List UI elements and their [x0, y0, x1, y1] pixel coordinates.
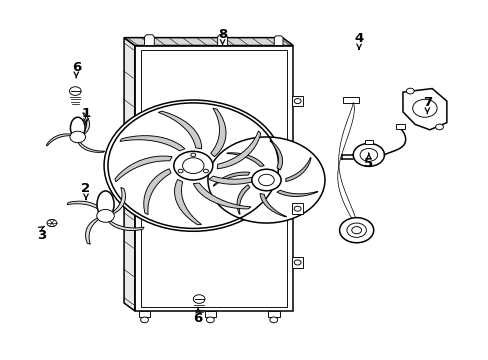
Circle shape — [294, 260, 301, 265]
Circle shape — [178, 169, 183, 173]
Polygon shape — [260, 194, 286, 217]
Polygon shape — [210, 108, 225, 157]
Polygon shape — [276, 190, 317, 197]
Circle shape — [203, 169, 208, 173]
Polygon shape — [143, 169, 171, 215]
Polygon shape — [292, 257, 303, 268]
Bar — [364, 140, 372, 144]
Circle shape — [47, 220, 57, 226]
Circle shape — [339, 218, 373, 243]
Polygon shape — [107, 220, 144, 230]
Polygon shape — [139, 311, 150, 318]
Circle shape — [193, 295, 204, 303]
Circle shape — [351, 226, 361, 234]
Circle shape — [206, 317, 214, 323]
Circle shape — [352, 143, 384, 166]
Circle shape — [70, 131, 85, 143]
Circle shape — [97, 210, 114, 222]
Polygon shape — [292, 96, 303, 107]
Polygon shape — [217, 131, 260, 169]
Polygon shape — [144, 35, 154, 45]
Text: 5: 5 — [364, 157, 373, 170]
Ellipse shape — [343, 222, 369, 238]
Circle shape — [251, 169, 281, 191]
Circle shape — [294, 99, 301, 104]
Ellipse shape — [70, 117, 85, 139]
Text: 6: 6 — [72, 60, 81, 73]
Polygon shape — [274, 36, 283, 45]
Text: 8: 8 — [218, 28, 227, 41]
Polygon shape — [124, 38, 293, 45]
Polygon shape — [204, 311, 216, 318]
Circle shape — [173, 151, 212, 180]
Polygon shape — [82, 113, 89, 135]
Polygon shape — [46, 134, 73, 146]
Polygon shape — [208, 170, 273, 184]
Polygon shape — [342, 97, 358, 103]
Polygon shape — [111, 188, 125, 214]
Text: 7: 7 — [422, 96, 431, 109]
Polygon shape — [78, 141, 104, 152]
Circle shape — [207, 137, 325, 223]
Text: 2: 2 — [81, 183, 90, 195]
Polygon shape — [292, 203, 303, 214]
Polygon shape — [115, 156, 172, 182]
Text: 1: 1 — [81, 107, 90, 120]
Polygon shape — [267, 311, 279, 318]
Polygon shape — [174, 179, 201, 225]
Polygon shape — [124, 38, 135, 311]
Circle shape — [269, 317, 277, 323]
Polygon shape — [402, 89, 446, 130]
Circle shape — [435, 124, 443, 130]
Bar — [395, 124, 405, 129]
Text: 6: 6 — [193, 311, 203, 325]
Ellipse shape — [97, 191, 114, 218]
Polygon shape — [217, 35, 227, 45]
Circle shape — [190, 153, 195, 157]
Circle shape — [359, 148, 377, 161]
Circle shape — [294, 206, 301, 211]
Polygon shape — [120, 136, 184, 151]
Circle shape — [406, 88, 413, 94]
Circle shape — [69, 87, 81, 95]
Polygon shape — [67, 201, 103, 212]
Circle shape — [346, 223, 366, 237]
Polygon shape — [237, 185, 249, 214]
Polygon shape — [285, 157, 310, 181]
Circle shape — [412, 99, 436, 117]
Polygon shape — [213, 172, 249, 186]
Polygon shape — [158, 111, 201, 149]
Polygon shape — [193, 183, 250, 209]
Text: 3: 3 — [38, 229, 47, 242]
Circle shape — [104, 100, 282, 231]
Polygon shape — [85, 217, 100, 244]
Polygon shape — [269, 141, 282, 170]
Text: 4: 4 — [354, 32, 363, 45]
Circle shape — [141, 317, 148, 323]
Polygon shape — [226, 153, 264, 166]
